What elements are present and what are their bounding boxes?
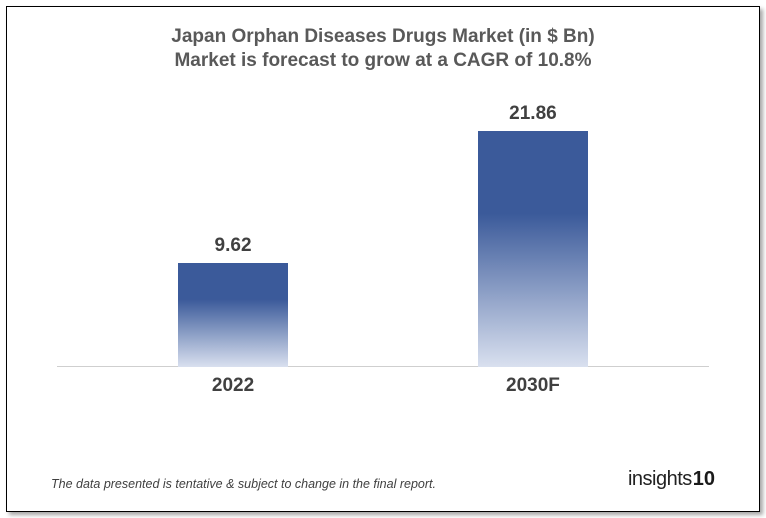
chart-plot-area: 9.62202221.862030F — [57, 97, 709, 397]
brand-logo-number: 10 — [693, 468, 715, 491]
chart-footer: The data presented is tentative & subjec… — [51, 468, 715, 491]
bar-value-label: 21.86 — [509, 103, 557, 125]
x-axis-label: 2022 — [153, 341, 313, 397]
brand-logo-text: insights — [628, 468, 692, 491]
chart-frame: Japan Orphan Diseases Drugs Market (in $… — [6, 6, 760, 512]
chart-title-block: Japan Orphan Diseases Drugs Market (in $… — [7, 7, 759, 73]
bar-group: 21.862030F — [478, 103, 588, 367]
bar-value-label: 9.62 — [215, 235, 252, 257]
brand-logo: insights10 — [628, 468, 715, 491]
chart-title-line2: Market is forecast to grow at a CAGR of … — [7, 49, 759, 73]
bar-group: 9.622022 — [178, 235, 288, 367]
bar — [478, 131, 588, 367]
chart-title-line1: Japan Orphan Diseases Drugs Market (in $… — [7, 25, 759, 49]
x-axis-label: 2030F — [453, 341, 613, 397]
disclaimer-text: The data presented is tentative & subjec… — [51, 477, 436, 491]
